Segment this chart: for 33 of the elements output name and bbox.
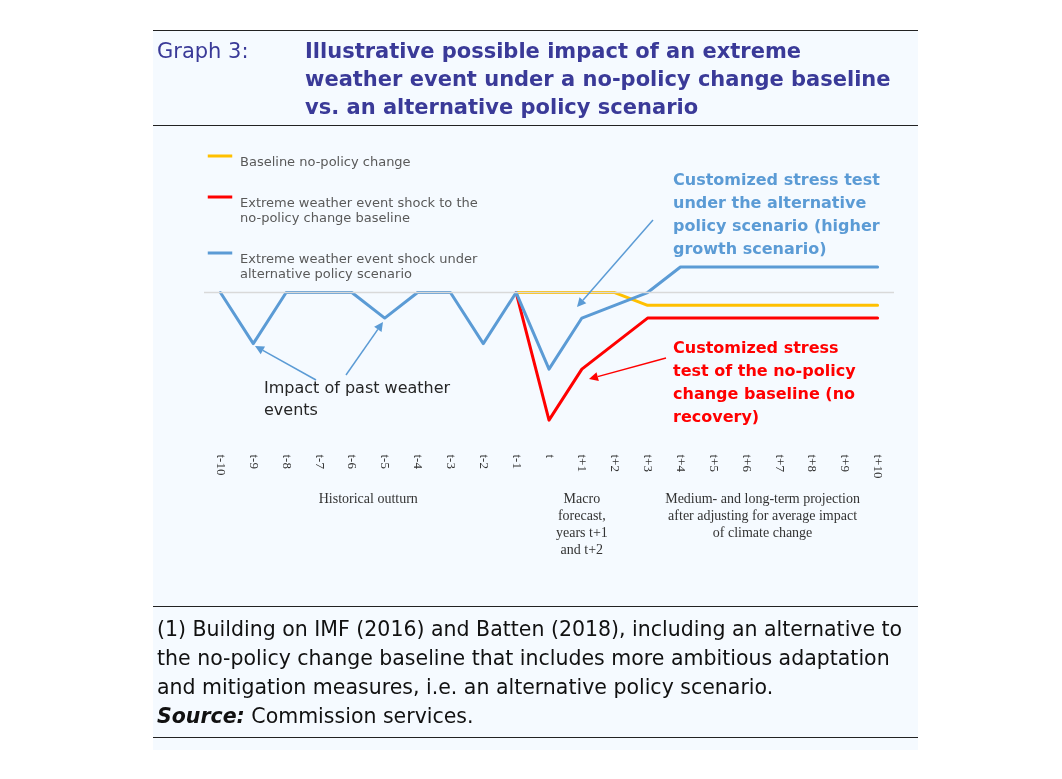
x-tick-label: t+8 xyxy=(805,454,821,472)
x-tick-label: t-6 xyxy=(345,454,361,470)
legend-label: Extreme weather event shock under alternative policy scenario xyxy=(240,251,478,281)
x-tick-label: t-3 xyxy=(443,454,459,469)
text: Macro forecast, years t+1 and t+2 xyxy=(555,491,608,557)
chart-title: Graph 3: Illustrative possible impact of an extreme weather event under a no-policy change baseline vs. an alternative policy scenario xyxy=(157,39,891,119)
x-tick-label: t-1 xyxy=(509,454,525,469)
x-tick-label: t+4 xyxy=(673,454,689,473)
x-tick-label: t+10 xyxy=(871,454,887,479)
x-tick-label: t-2 xyxy=(476,454,492,469)
x-tick-label: t-5 xyxy=(378,454,394,469)
text: (1) Building on IMF (2016) and Batten (2018), including an alternative to the no-policy change baseline that includes more ambitious adaptation and mitigation measures, i.e. an alternative policy scenario. xyxy=(157,616,904,701)
x-tick-label: t xyxy=(542,454,558,459)
x-tick-label: t+7 xyxy=(772,454,788,473)
x-tick-label: t-9 xyxy=(246,454,262,469)
x-tick-label: t+5 xyxy=(706,454,722,472)
x-tick-label: t+6 xyxy=(739,454,755,473)
annotation: Impact of past weather events xyxy=(264,378,451,419)
legend-label: Baseline no-policy change xyxy=(240,154,411,169)
text: Historical outturn xyxy=(318,491,418,506)
x-tick-label: t+2 xyxy=(608,454,624,472)
legend-label: Extreme weather event shock to the no-policy change baseline xyxy=(240,195,478,225)
source-note: Source: Commission services. xyxy=(157,703,475,730)
x-tick-label: t-10 xyxy=(213,454,229,476)
text: Customized stress test under the alternative policy scenario (higher growth scenario) xyxy=(673,170,881,258)
annotation: Customized stress test of the no-policy change baseline (no recovery) xyxy=(673,338,857,426)
x-tick-label: t-8 xyxy=(279,454,295,469)
x-tick-label: t+1 xyxy=(575,454,591,472)
x-tick-label: t+9 xyxy=(838,454,854,472)
x-tick-label: t-7 xyxy=(312,454,328,470)
text: Medium- and long-term projection after adjusting for average impact of climate change xyxy=(665,491,860,540)
x-tick-label: t-4 xyxy=(411,454,427,470)
x-tick-label: t+3 xyxy=(641,454,657,472)
